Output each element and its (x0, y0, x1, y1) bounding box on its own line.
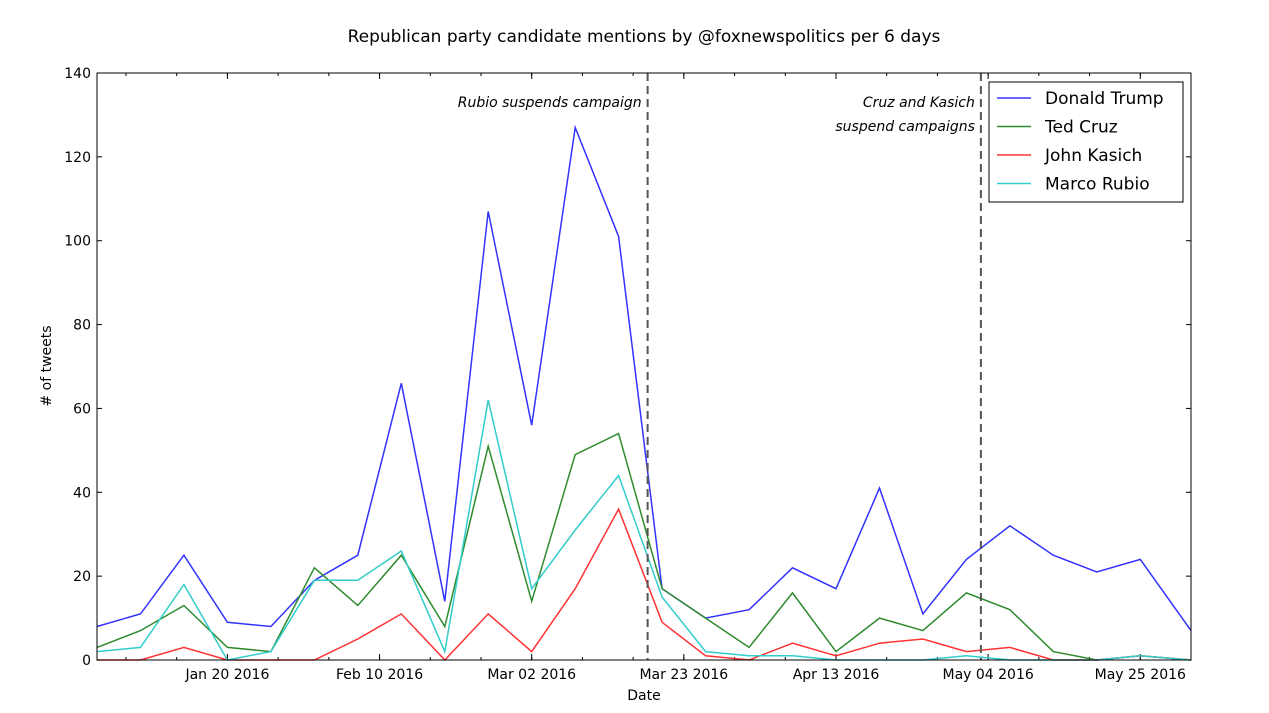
series-line-donald-trump (96, 124, 1192, 632)
legend-label: Donald Trump (1045, 89, 1164, 109)
legend-label: John Kasich (1044, 146, 1142, 166)
x-axis-title: Date (627, 688, 660, 704)
y-tick-label: 80 (73, 318, 91, 334)
y-tick-label: 0 (82, 653, 91, 669)
x-tick-label: Apr 13 2016 (793, 667, 880, 683)
y-tick-label: 60 (73, 401, 91, 417)
x-tick-label: Jan 20 2016 (184, 667, 269, 683)
y-tick-label: 40 (73, 485, 91, 501)
y-tick-label: 100 (64, 234, 91, 250)
x-tick-label: Mar 02 2016 (487, 667, 576, 683)
x-tick-label: May 04 2016 (942, 667, 1033, 683)
chart-title: Republican party candidate mentions by @… (348, 27, 941, 47)
legend-box (988, 81, 1184, 203)
y-tick-label: 20 (73, 569, 91, 585)
plot-area: 0 20 40 60 80 100 120 140 Jan 20 2016 Feb 10 2016… (64, 66, 1192, 683)
event-annotation: Cruz and Kasich (863, 95, 975, 111)
y-tick-label: 120 (64, 150, 91, 166)
x-tick-label: May 25 2016 (1095, 667, 1186, 683)
series-line-marco-rubio (96, 399, 1192, 661)
x-tick-label: Mar 23 2016 (639, 667, 728, 683)
y-tick-label: 140 (64, 66, 91, 82)
event-annotation: suspend campaigns (835, 119, 975, 135)
event-annotation: Rubio suspends campaign (458, 95, 642, 111)
plot-frame (96, 72, 1192, 661)
legend-label: Ted Cruz (1044, 118, 1118, 138)
legend-label: Marco Rubio (1045, 175, 1150, 195)
series-line-john-kasich (97, 507, 1192, 662)
y-axis-title: # of tweets (39, 325, 55, 406)
legend: Donald Trump Ted Cruz John Kasich Marco Rub… (988, 81, 1184, 203)
series-line-ted-cruz (96, 432, 1192, 661)
x-tick-label: Feb 10 2016 (336, 667, 423, 683)
